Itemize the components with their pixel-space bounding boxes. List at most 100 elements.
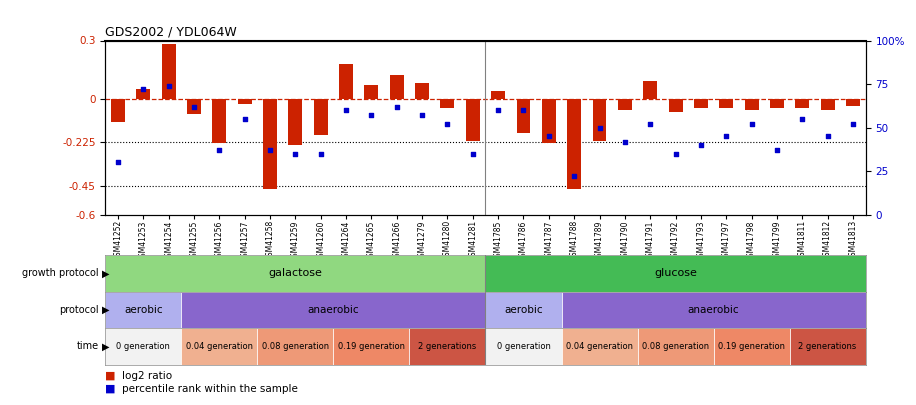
- Bar: [485, 255, 866, 292]
- Point: [161, 83, 176, 89]
- Text: anaerobic: anaerobic: [688, 305, 739, 315]
- Bar: [213, 98, 226, 143]
- Bar: [638, 328, 714, 364]
- Text: galactose: galactose: [268, 269, 322, 278]
- Text: time: time: [77, 341, 99, 351]
- Text: ▶: ▶: [102, 341, 109, 351]
- Bar: [415, 83, 429, 98]
- Point: [592, 124, 606, 131]
- Point: [136, 86, 150, 92]
- Text: 0.08 generation: 0.08 generation: [262, 342, 329, 351]
- Text: glucose: glucose: [654, 269, 697, 278]
- Point: [795, 116, 810, 122]
- Bar: [593, 98, 606, 141]
- Text: protocol: protocol: [60, 305, 99, 315]
- Bar: [187, 98, 201, 114]
- Bar: [181, 292, 485, 328]
- Bar: [263, 98, 277, 190]
- Bar: [333, 328, 409, 364]
- Bar: [669, 98, 682, 112]
- Bar: [105, 292, 181, 328]
- Bar: [105, 328, 181, 364]
- Bar: [485, 328, 562, 364]
- Bar: [643, 81, 657, 98]
- Text: anaerobic: anaerobic: [308, 305, 359, 315]
- Point: [111, 159, 125, 166]
- Bar: [257, 328, 333, 364]
- Bar: [846, 98, 860, 106]
- Text: ▶: ▶: [102, 269, 109, 278]
- Text: 2 generations: 2 generations: [799, 342, 856, 351]
- Point: [693, 142, 708, 148]
- Text: growth protocol: growth protocol: [22, 269, 99, 278]
- Bar: [694, 98, 708, 108]
- Bar: [181, 328, 257, 364]
- Text: 0.19 generation: 0.19 generation: [718, 342, 785, 351]
- Text: 0 generation: 0 generation: [116, 342, 170, 351]
- Bar: [238, 98, 252, 104]
- Point: [389, 103, 404, 110]
- Text: GDS2002 / YDL064W: GDS2002 / YDL064W: [105, 26, 237, 38]
- Bar: [567, 98, 581, 190]
- Text: percentile rank within the sample: percentile rank within the sample: [122, 384, 298, 394]
- Text: ▶: ▶: [102, 305, 109, 315]
- Bar: [162, 45, 176, 98]
- Text: 2 generations: 2 generations: [419, 342, 476, 351]
- Point: [212, 147, 227, 153]
- Bar: [289, 98, 302, 145]
- Text: 0.04 generation: 0.04 generation: [566, 342, 633, 351]
- Bar: [562, 328, 638, 364]
- Bar: [795, 98, 809, 108]
- Point: [440, 121, 454, 127]
- Point: [339, 107, 354, 113]
- Bar: [618, 98, 632, 110]
- Point: [744, 121, 758, 127]
- Text: aerobic: aerobic: [504, 305, 543, 315]
- Bar: [790, 328, 866, 364]
- Point: [617, 138, 632, 145]
- Point: [845, 121, 860, 127]
- Bar: [441, 98, 454, 108]
- Point: [517, 107, 531, 113]
- Point: [769, 147, 784, 153]
- Point: [821, 133, 835, 140]
- Text: 0.04 generation: 0.04 generation: [186, 342, 253, 351]
- Bar: [714, 328, 790, 364]
- Bar: [542, 98, 556, 143]
- Bar: [466, 98, 480, 141]
- Bar: [136, 89, 150, 98]
- Bar: [719, 98, 733, 108]
- Point: [541, 133, 556, 140]
- Bar: [491, 91, 505, 98]
- Text: aerobic: aerobic: [124, 305, 163, 315]
- Bar: [111, 98, 125, 122]
- Point: [364, 112, 379, 119]
- Point: [643, 121, 658, 127]
- Bar: [105, 255, 485, 292]
- Bar: [770, 98, 784, 108]
- Point: [719, 133, 734, 140]
- Text: 0 generation: 0 generation: [496, 342, 551, 351]
- Bar: [517, 98, 530, 133]
- Text: ■: ■: [105, 371, 119, 381]
- Point: [415, 112, 430, 119]
- Text: log2 ratio: log2 ratio: [122, 371, 172, 381]
- Text: ■: ■: [105, 384, 119, 394]
- Point: [187, 103, 202, 110]
- Point: [491, 107, 506, 113]
- Point: [567, 173, 582, 179]
- Text: 0.08 generation: 0.08 generation: [642, 342, 709, 351]
- Bar: [562, 292, 866, 328]
- Bar: [821, 98, 834, 110]
- Bar: [390, 75, 404, 98]
- Point: [313, 151, 328, 157]
- Point: [263, 147, 278, 153]
- Point: [465, 151, 480, 157]
- Point: [237, 116, 252, 122]
- Point: [288, 151, 302, 157]
- Bar: [485, 292, 562, 328]
- Bar: [409, 328, 485, 364]
- Text: 0.19 generation: 0.19 generation: [338, 342, 405, 351]
- Bar: [365, 85, 378, 98]
- Bar: [339, 64, 353, 98]
